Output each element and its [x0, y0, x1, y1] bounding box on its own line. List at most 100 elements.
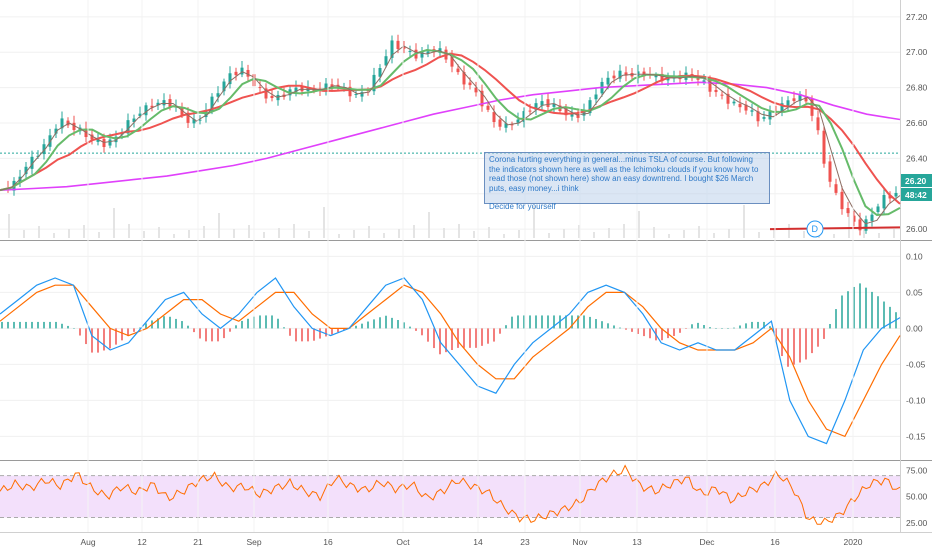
candle-body — [90, 134, 94, 140]
macd-histogram-bar — [43, 321, 45, 329]
macd-histogram-bar — [709, 327, 711, 329]
candle-body — [522, 111, 526, 122]
candle-body — [534, 103, 538, 110]
price-tick-label: 27.20 — [906, 12, 928, 22]
candle-body — [312, 89, 316, 92]
macd-histogram-bar — [511, 316, 513, 329]
macd-histogram-bar — [31, 321, 33, 329]
macd-histogram-bar — [379, 317, 381, 329]
macd-histogram-bar — [25, 321, 27, 329]
candle-body — [144, 105, 148, 116]
macd-histogram-bar — [565, 315, 567, 329]
volume-bar — [713, 233, 715, 238]
candle-body — [180, 108, 184, 115]
volume-bar — [248, 225, 250, 238]
macd-histogram-bar — [265, 315, 267, 329]
candle-body — [738, 103, 742, 108]
volume-bar — [233, 229, 235, 238]
volume-bar — [218, 213, 220, 238]
macd-tick-label: 0.10 — [906, 251, 923, 261]
macd-histogram-bar — [487, 328, 489, 344]
candle-body — [186, 112, 190, 123]
macd-histogram-bar — [343, 328, 345, 331]
volume-bar — [518, 230, 520, 238]
candle-body — [336, 84, 340, 87]
candle-body — [198, 119, 202, 121]
candle-body — [396, 40, 400, 49]
candle-body — [756, 111, 760, 122]
macd-histogram-bar — [703, 325, 705, 329]
macd-histogram-bar — [235, 325, 237, 329]
macd-histogram-bar — [445, 328, 447, 353]
macd-histogram-bar — [763, 321, 765, 329]
volume-bar — [593, 232, 595, 238]
volume-bar — [743, 205, 745, 238]
macd-histogram-bar — [337, 328, 339, 333]
candle-body — [108, 139, 112, 146]
candle-body — [324, 83, 328, 92]
macd-histogram-bar — [181, 321, 183, 329]
candle-body — [294, 87, 298, 92]
macd-histogram-bar — [67, 325, 69, 329]
candle-body — [30, 156, 34, 169]
price-tick-label: 26.40 — [906, 153, 928, 163]
candle-body — [240, 67, 244, 75]
macd-histogram-bar — [547, 315, 549, 329]
macd-histogram-bar — [781, 328, 783, 357]
macd-histogram-bar — [217, 328, 219, 342]
macd-histogram-bar — [769, 326, 771, 329]
candle-body — [132, 118, 136, 123]
candle-body — [462, 72, 466, 85]
candle-body — [792, 98, 796, 101]
candle-body — [300, 85, 304, 92]
macd-histogram-bar — [595, 319, 597, 329]
candle-body — [570, 113, 574, 117]
volume-bar — [428, 212, 430, 238]
volume-bar — [68, 229, 70, 238]
macd-histogram-bar — [331, 328, 333, 335]
volume-bar — [293, 224, 295, 238]
candle-body — [528, 110, 532, 112]
volume-bar — [98, 232, 100, 238]
candle-body — [780, 103, 784, 112]
macd-histogram-bar — [757, 321, 759, 329]
candle-body — [162, 100, 166, 106]
candle-body — [24, 166, 28, 175]
candle-body — [726, 93, 730, 104]
candle-body — [612, 75, 616, 79]
candle-body — [192, 119, 196, 124]
macd-histogram-bar — [877, 296, 879, 329]
volume-bar — [893, 229, 895, 238]
volume-bar — [638, 211, 640, 238]
macd-histogram-bar — [37, 321, 39, 329]
candle-body — [450, 56, 454, 67]
volume-bar — [548, 233, 550, 238]
macd-histogram-bar — [91, 328, 93, 353]
macd-histogram-bar — [295, 328, 297, 342]
idea-annotation[interactable]: Corona hurting everything in general...m… — [484, 152, 770, 211]
macd-histogram-bar — [469, 328, 471, 348]
volume-bar — [683, 230, 685, 238]
time-tick-label: 23 — [520, 537, 530, 547]
macd-histogram-bar — [643, 328, 645, 337]
volume-bar — [143, 231, 145, 238]
volume-bar — [578, 225, 580, 238]
macd-histogram-bar — [307, 328, 309, 342]
macd-signal-line — [0, 284, 901, 438]
macd-histogram-bar — [403, 322, 405, 329]
candle-body — [216, 93, 220, 97]
macd-histogram-bar — [751, 321, 753, 329]
macd-histogram-bar — [175, 318, 177, 329]
candle-body — [606, 77, 610, 85]
candle-body — [210, 96, 214, 112]
macd-histogram-bar — [679, 328, 681, 333]
candle-body — [420, 51, 424, 58]
volume-bar — [878, 233, 880, 238]
candle-body — [858, 219, 862, 231]
candle-body — [138, 113, 142, 116]
candle-body — [816, 117, 820, 131]
candle-body — [882, 195, 886, 209]
time-tick-label: Aug — [80, 537, 95, 547]
